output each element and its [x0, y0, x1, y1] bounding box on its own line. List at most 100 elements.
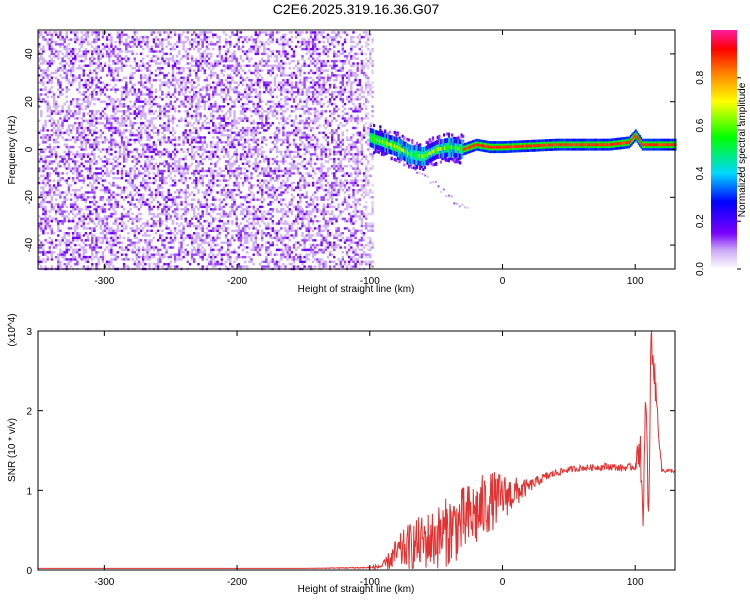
heatmap-cell — [120, 40, 124, 44]
heatmap-cell — [114, 193, 117, 197]
heatmap-cell — [190, 243, 194, 247]
heatmap-cell — [133, 122, 136, 125]
heatmap-cell — [72, 251, 75, 254]
heatmap-cell — [50, 150, 54, 154]
heatmap-cell — [86, 243, 90, 247]
heatmap-cell — [248, 38, 251, 41]
heatmap-cell — [76, 105, 79, 108]
heatmap-cell — [190, 138, 194, 142]
heatmap-cell — [46, 220, 49, 223]
heatmap-cell — [261, 79, 264, 82]
heatmap-cell — [142, 179, 145, 182]
heatmap-cell — [55, 212, 58, 216]
heatmap-cell — [78, 107, 81, 111]
heatmap-cell — [203, 157, 206, 161]
heatmap-cell — [148, 212, 151, 216]
heatmap-cell — [163, 105, 166, 108]
heatmap-cell — [229, 114, 232, 118]
heatmap-cell — [146, 45, 149, 48]
heatmap-cell — [120, 212, 124, 216]
heatmap-cell — [248, 69, 251, 72]
heatmap-cell — [148, 148, 151, 151]
heatmap-cell — [163, 136, 166, 139]
heatmap-cell — [146, 181, 149, 185]
heatmap-cell — [50, 76, 54, 79]
heatmap-cell — [144, 162, 147, 165]
heatmap-cell — [156, 172, 160, 175]
heatmap-cell — [248, 64, 251, 67]
heatmap-cell — [108, 229, 111, 232]
heatmap-cell — [86, 36, 90, 39]
heatmap-cell — [250, 129, 253, 132]
heatmap-cell — [156, 215, 160, 218]
heatmap-cell — [163, 74, 166, 77]
heatmap-cell — [76, 227, 79, 230]
heatmap-cell — [212, 150, 215, 154]
heatmap-cell — [86, 64, 90, 67]
heatmap-cell — [171, 64, 175, 67]
heatmap-cell — [142, 112, 145, 115]
heatmap-cell — [46, 241, 49, 244]
heatmap-cell — [212, 263, 215, 266]
heatmap-cell — [146, 100, 149, 103]
heatmap-cell — [205, 86, 209, 89]
heatmap-cell — [84, 148, 88, 151]
heatmap-cell — [146, 40, 149, 44]
heatmap-cell — [254, 248, 257, 252]
heatmap-cell — [269, 167, 272, 170]
heatmap-cell — [118, 134, 122, 137]
heatmap-cell — [182, 76, 185, 79]
heatmap-cell — [52, 102, 56, 106]
heatmap-cell — [131, 83, 134, 87]
heatmap-cell — [205, 210, 209, 213]
heatmap-cell — [91, 117, 94, 120]
heatmap-cell — [156, 239, 160, 242]
heatmap-cell — [86, 112, 90, 115]
heatmap-cell — [165, 217, 168, 220]
heatmap-cell — [218, 208, 221, 211]
heatmap-cell — [48, 119, 51, 122]
heatmap-cell — [93, 141, 96, 144]
heatmap-cell — [216, 229, 219, 232]
heatmap-cell — [163, 38, 166, 41]
heatmap-cell — [110, 88, 113, 91]
heatmap-cell — [193, 260, 196, 263]
heatmap-cell — [38, 260, 41, 263]
heatmap-cell — [129, 227, 132, 230]
heatmap-cell — [129, 217, 132, 220]
heatmap-cell — [114, 88, 117, 91]
heatmap-cell — [74, 215, 77, 218]
heatmap-cell — [267, 55, 270, 58]
heatmap-cell — [190, 45, 194, 48]
heatmap-cell — [118, 79, 122, 82]
heatmap-cell — [118, 59, 122, 63]
heatmap-cell — [135, 253, 139, 256]
heatmap-cell — [125, 40, 128, 44]
heatmap-cell — [59, 191, 62, 194]
heatmap-cell — [248, 205, 251, 209]
heatmap-cell — [252, 138, 255, 142]
heatmap-cell — [137, 200, 141, 204]
heatmap-cell — [82, 253, 85, 256]
heatmap-cell — [144, 76, 147, 79]
heatmap-cell — [46, 224, 49, 228]
heatmap-cell — [84, 232, 88, 235]
heatmap-cell — [201, 31, 204, 34]
heatmap-cell — [173, 86, 177, 89]
heatmap-cell — [218, 79, 221, 82]
heatmap-cell — [93, 181, 96, 185]
heatmap-cell — [125, 93, 128, 96]
heatmap-cell — [142, 234, 145, 237]
heatmap-cell — [218, 251, 221, 254]
heatmap-cell — [210, 208, 213, 211]
heatmap-cell — [210, 112, 213, 115]
heatmap-cell — [120, 177, 124, 180]
heatmap-cell — [169, 177, 172, 180]
heatmap-cell — [80, 124, 83, 127]
heatmap-cell — [82, 198, 85, 201]
heatmap-cell — [59, 50, 62, 53]
heatmap-cell — [169, 172, 172, 175]
heatmap-cell — [159, 222, 162, 225]
heatmap-cell — [50, 57, 54, 60]
heatmap-cell — [114, 45, 117, 48]
